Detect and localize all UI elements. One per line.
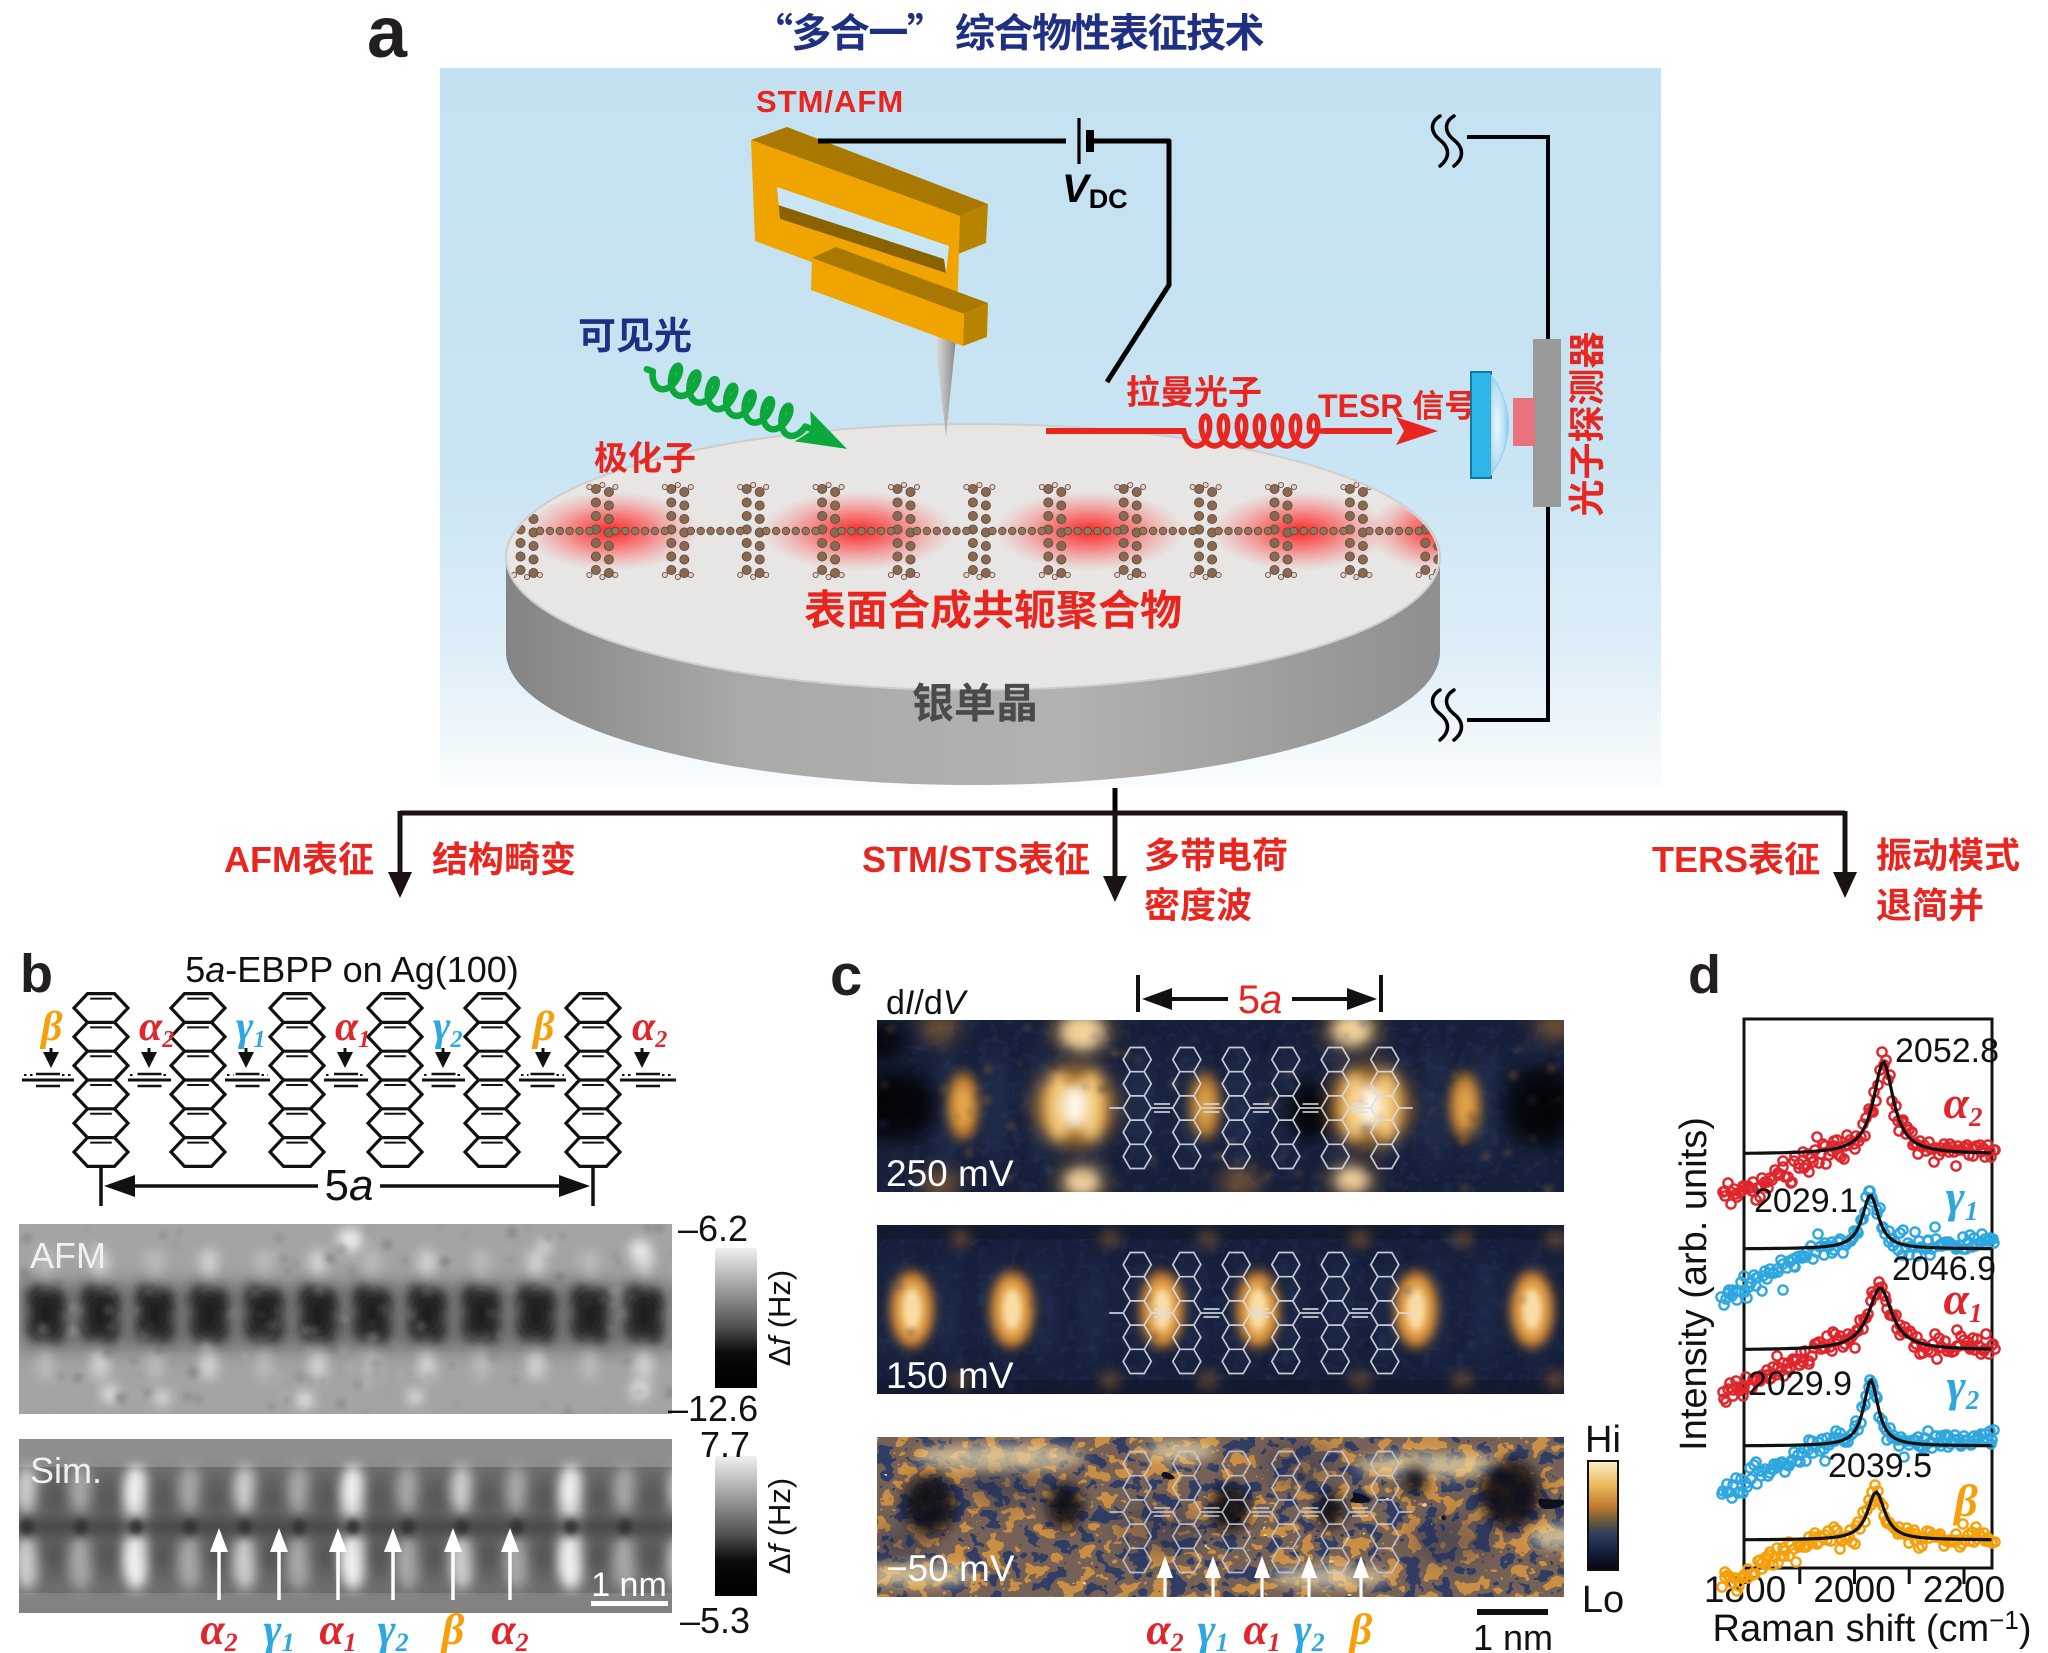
svg-text:AFM: AFM — [30, 1235, 106, 1276]
svg-text:5a-EBPP on Ag(100): 5a-EBPP on Ag(100) — [185, 949, 519, 990]
svg-text:光子探测器: 光子探测器 — [1557, 332, 1611, 517]
svg-text:b: b — [20, 944, 53, 1004]
svg-text:–12.6: –12.6 — [668, 1388, 758, 1429]
svg-text:β: β — [531, 1004, 555, 1050]
svg-text:α2: α2 — [632, 1004, 667, 1053]
svg-text:α2: α2 — [1146, 1605, 1183, 1653]
svg-text:150 mV: 150 mV — [886, 1355, 1014, 1396]
svg-text:2039.5: 2039.5 — [1828, 1447, 1932, 1485]
svg-text:退简并: 退简并 — [1876, 877, 1984, 929]
svg-text:α1: α1 — [335, 1004, 370, 1053]
svg-text:Δf (Hz): Δf (Hz) — [762, 1270, 797, 1367]
svg-text:TESR 信号: TESR 信号 — [1318, 381, 1476, 427]
svg-text:–6.2: –6.2 — [678, 1208, 748, 1249]
svg-text:1 nm: 1 nm — [591, 1566, 667, 1604]
svg-text:β: β — [39, 1004, 63, 1050]
svg-text:银单晶: 银单晶 — [912, 670, 1038, 731]
svg-text:α1: α1 — [1944, 1273, 1983, 1328]
svg-text:1 nm: 1 nm — [1473, 1617, 1553, 1653]
svg-text:2029.1: 2029.1 — [1754, 1182, 1858, 1220]
svg-text:2052.8: 2052.8 — [1895, 1032, 1999, 1070]
svg-text:振动模式: 振动模式 — [1876, 827, 2020, 879]
svg-text:β: β — [1348, 1605, 1373, 1653]
svg-text:γ2: γ2 — [1293, 1605, 1324, 1653]
svg-text:拉曼光子: 拉曼光子 — [1126, 365, 1262, 414]
svg-text:β: β — [440, 1605, 465, 1653]
svg-text:AFM表征: AFM表征 — [224, 831, 374, 883]
svg-text:多带电荷: 多带电荷 — [1144, 827, 1288, 879]
svg-text:β: β — [1952, 1475, 1978, 1526]
svg-text:α2: α2 — [200, 1605, 237, 1653]
svg-text:dI/dV: dI/dV — [886, 984, 969, 1022]
svg-text:极化子: 极化子 — [594, 431, 696, 480]
svg-text:α2: α2 — [139, 1004, 174, 1053]
svg-text:Hi: Hi — [1585, 1419, 1621, 1461]
svg-text:γ2: γ2 — [433, 1004, 462, 1053]
svg-text:α1: α1 — [1243, 1605, 1280, 1653]
svg-text:γ1: γ1 — [1197, 1605, 1228, 1653]
svg-text:2029.9: 2029.9 — [1748, 1365, 1852, 1403]
svg-text:结构畸变: 结构畸变 — [432, 831, 576, 883]
svg-text:2046.9: 2046.9 — [1892, 1250, 1996, 1288]
svg-text:STM/STS表征: STM/STS表征 — [862, 831, 1090, 883]
svg-text:5a: 5a — [325, 1161, 374, 1210]
svg-text:STM/AFM: STM/AFM — [756, 84, 904, 119]
svg-text:a: a — [367, 0, 408, 73]
svg-text:d: d — [1688, 945, 1721, 1005]
svg-text:γ1: γ1 — [236, 1004, 265, 1053]
svg-text:c: c — [830, 943, 862, 1008]
svg-text:Δf (Hz): Δf (Hz) — [762, 1478, 797, 1575]
svg-text:表面合成共轭聚合物: 表面合成共轭聚合物 — [804, 577, 1182, 638]
svg-text:Sim.: Sim. — [30, 1450, 102, 1491]
svg-text:Lo: Lo — [1582, 1579, 1624, 1621]
svg-text:密度波: 密度波 — [1144, 877, 1252, 929]
svg-text:–5.3: –5.3 — [680, 1600, 750, 1641]
svg-text:250 mV: 250 mV — [886, 1153, 1014, 1194]
svg-text:α2: α2 — [491, 1605, 528, 1653]
svg-text:−50 mV: −50 mV — [886, 1548, 1015, 1589]
svg-text:7.7: 7.7 — [700, 1424, 750, 1465]
svg-text:Intensity (arb. units): Intensity (arb. units) — [1673, 1117, 1715, 1451]
svg-text:2000: 2000 — [1813, 1569, 1895, 1610]
svg-text:Raman shift (cm−1): Raman shift (cm−1) — [1713, 1605, 2032, 1650]
svg-text:2200: 2200 — [1923, 1569, 2005, 1610]
svg-text:γ2: γ2 — [1947, 1360, 1980, 1415]
svg-text:可见光: 可见光 — [578, 305, 692, 360]
svg-text:TERS表征: TERS表征 — [1652, 831, 1820, 883]
svg-text:5a: 5a — [1238, 978, 1283, 1022]
svg-text:“多合一” 综合物性表征技术: “多合一” 综合物性表征技术 — [753, 1, 1265, 59]
